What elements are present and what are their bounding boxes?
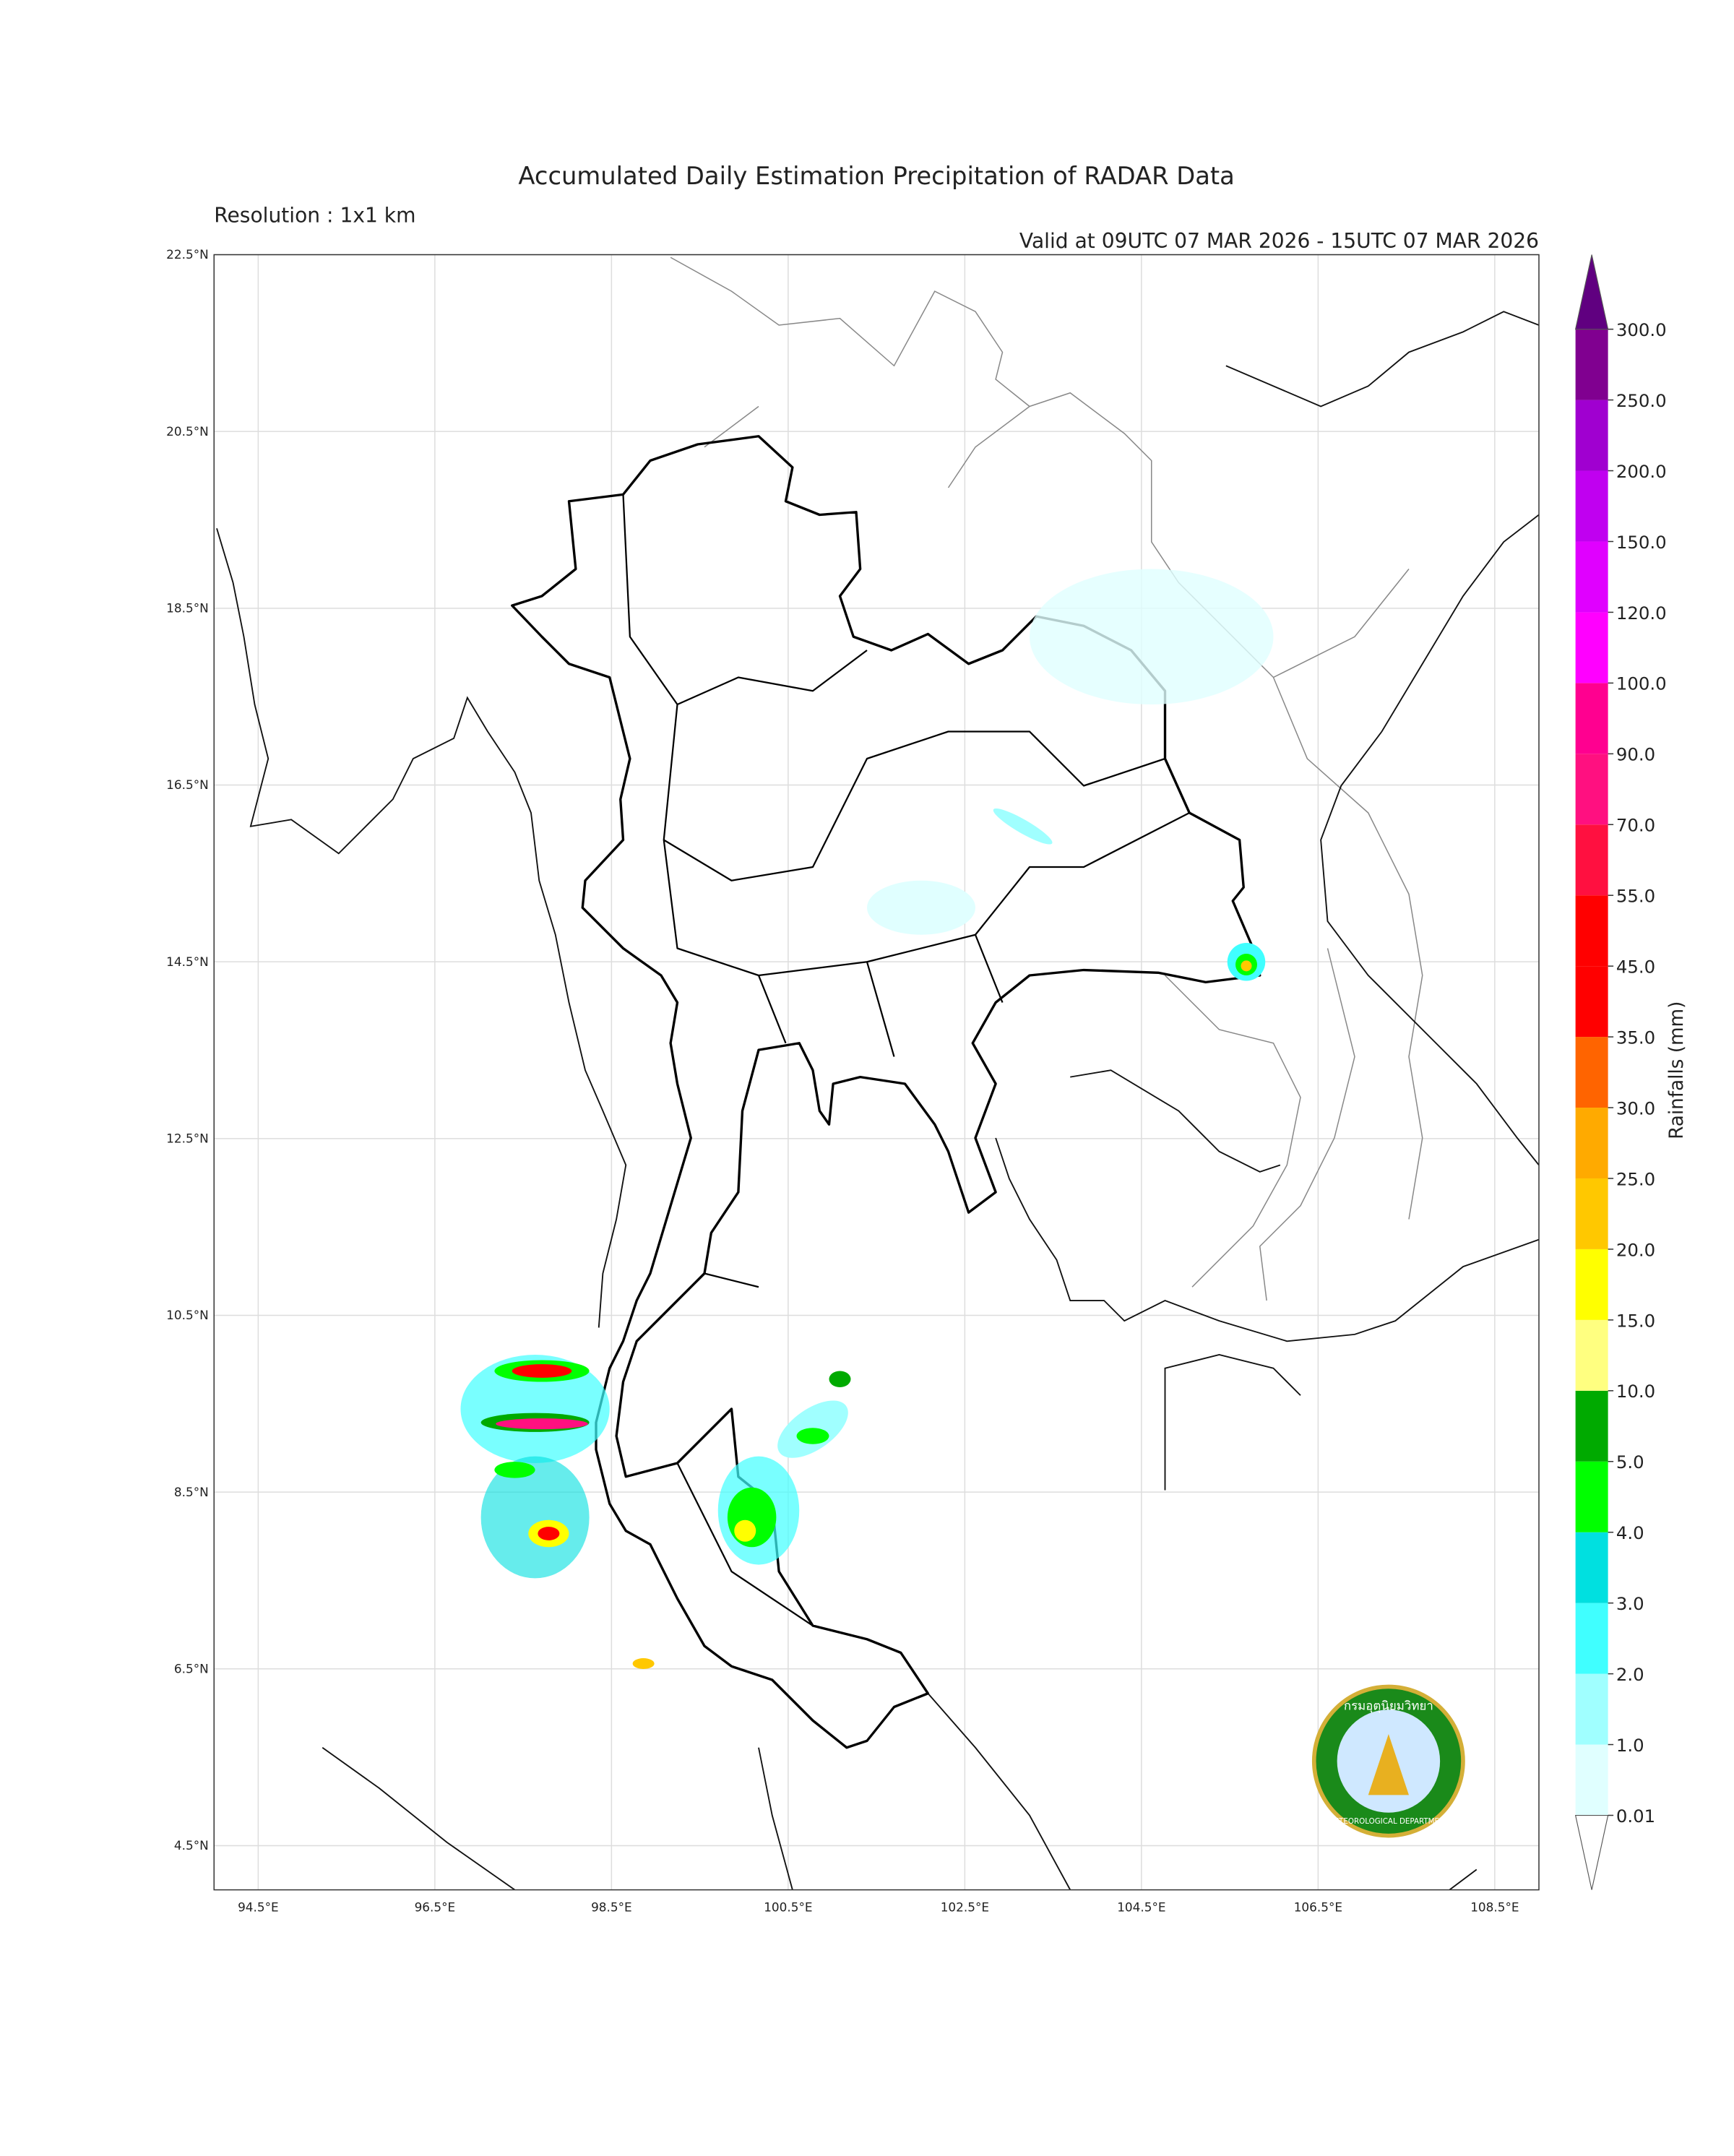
colorbar-tick-label: 100.0 [1616, 673, 1667, 694]
colorbar-segment [1575, 470, 1608, 542]
colorbar-extend-min [1574, 1814, 1609, 1890]
colorbar-segment [1575, 1178, 1608, 1249]
y-tick-label: 22.5°N [166, 247, 209, 262]
colorbar-segment [1575, 1744, 1608, 1816]
colorbar-tick-label: 90.0 [1616, 744, 1655, 765]
colorbar-segment [1575, 612, 1608, 684]
tick-labels: 94.5°E 96.5°E 98.5°E 100.5°E 102.5°E 104.5°E 1… [166, 247, 1519, 1915]
colorbar-tick-label: 300.0 [1616, 319, 1667, 340]
colorbar-segment [1575, 400, 1608, 471]
colorbar-tick-label: 45.0 [1616, 957, 1655, 978]
coastline [322, 1693, 1478, 1890]
y-tick-label: 10.5°N [166, 1308, 209, 1322]
y-tick-label: 16.5°N [166, 777, 209, 792]
colorbar-segment [1575, 1461, 1608, 1532]
colorbar-segment [1575, 1037, 1608, 1108]
logo-thai: กรมอุตุนิยมวิทยา [1344, 1698, 1433, 1713]
colorbar-tick-label: 2.0 [1616, 1664, 1644, 1685]
y-tick-label: 8.5°N [174, 1485, 209, 1499]
x-tick-label: 104.5°E [1117, 1900, 1165, 1915]
colorbar-tick-label: 200.0 [1616, 461, 1667, 482]
coastline [995, 311, 1539, 1491]
map-title: Accumulated Daily Estimation Precipitati… [518, 162, 1234, 190]
y-tick-label: 20.5°N [166, 424, 209, 439]
colorbar-segment [1575, 824, 1608, 896]
resolution-label: Resolution : 1x1 km [214, 204, 415, 228]
logo-english: METEOROLOGICAL DEPARTMENT [1328, 1817, 1450, 1826]
valid-time: Valid at 09UTC 07 MAR 2026 - 15UTC 07 MA… [1019, 229, 1539, 253]
colorbar-tick-label: 5.0 [1616, 1452, 1644, 1472]
x-tick-label: 96.5°E [415, 1900, 456, 1915]
colorbar-tick-label: 20.0 [1616, 1239, 1655, 1260]
province-lines [622, 494, 1190, 1626]
y-tick-label: 14.5°N [166, 954, 209, 969]
country-border [670, 256, 1423, 1301]
colorbar-tick-label: 120.0 [1616, 603, 1667, 624]
colorbar-segment [1575, 541, 1608, 613]
x-tick-label: 100.5°E [764, 1900, 812, 1915]
geography [216, 256, 1539, 1890]
colorbar-tick-label: 250.0 [1616, 390, 1667, 411]
x-tick-label: 102.5°E [941, 1900, 989, 1915]
colorbar-tick-label: 4.0 [1616, 1522, 1644, 1543]
y-tick-label: 4.5°N [174, 1838, 209, 1853]
colorbar-tick-label: 15.0 [1616, 1310, 1655, 1331]
colorbar-tick-label: 70.0 [1616, 815, 1655, 836]
colorbar-tick-label: 150.0 [1616, 532, 1667, 553]
colorbar-segment [1575, 966, 1608, 1038]
colorbar-tick-label: 10.0 [1616, 1381, 1655, 1402]
colorbar-segment [1575, 1108, 1608, 1178]
x-tick-label: 106.5°E [1294, 1900, 1342, 1915]
radar-echoes [460, 569, 1274, 1670]
colorbar-tick-label: 3.0 [1616, 1593, 1644, 1614]
colorbar-extend-max [1574, 254, 1609, 330]
coastline [216, 527, 627, 1328]
colorbar-tick-label: 30.0 [1616, 1098, 1655, 1118]
colorbar-segment [1575, 329, 1608, 400]
colorbar-tick-label: 1.0 [1616, 1735, 1644, 1756]
colorbar: 0.01 1.0 2.0 3.0 4.0 5.0 10.0 15.0 20.0 25.0 30.0 3… [1574, 254, 1667, 1890]
colorbar-segment [1575, 1319, 1608, 1391]
map-frame [213, 254, 1540, 1891]
x-tick-label: 98.5°E [591, 1900, 632, 1915]
colorbar-segment [1575, 895, 1608, 967]
map-area: 94.5°E 96.5°E 98.5°E 100.5°E 102.5°E 104.5°E 1… [166, 247, 1540, 1915]
colorbar-label: Rainfalls (mm) [1666, 1001, 1688, 1139]
x-tick-label: 94.5°E [238, 1900, 279, 1915]
grid [214, 254, 1539, 1890]
colorbar-tick-label: 55.0 [1616, 886, 1655, 907]
colorbar-segment [1575, 1390, 1608, 1462]
logo: กรมอุตุนิยมวิทยา METEOROLOGICAL DEPARTME… [1311, 1684, 1465, 1838]
colorbar-segment [1575, 1532, 1608, 1603]
colorbar-segment [1575, 1249, 1608, 1320]
colorbar-segment [1575, 1673, 1608, 1745]
colorbar-segment [1575, 1603, 1608, 1674]
colorbar-segment [1575, 754, 1608, 825]
y-tick-label: 12.5°N [166, 1131, 209, 1145]
colorbar-tick-label: 25.0 [1616, 1168, 1655, 1189]
colorbar-tick-label: 0.01 [1616, 1806, 1655, 1827]
colorbar-segment [1575, 683, 1608, 754]
y-tick-label: 18.5°N [166, 600, 209, 615]
x-tick-label: 108.5°E [1470, 1900, 1519, 1915]
colorbar-tick-label: 35.0 [1616, 1027, 1655, 1048]
y-tick-label: 6.5°N [174, 1661, 209, 1676]
